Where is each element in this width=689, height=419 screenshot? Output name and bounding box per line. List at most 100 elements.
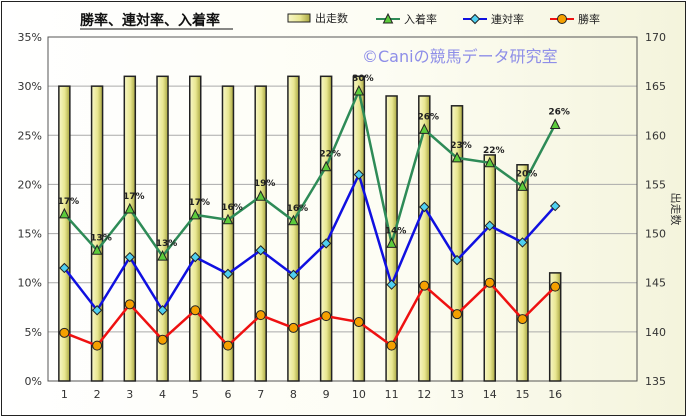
- y-right-tick-label: 135: [645, 375, 666, 388]
- marker-diamond: [549, 200, 561, 212]
- marker-diamond: [469, 13, 481, 25]
- marker-circle: [157, 334, 168, 345]
- marker-circle: [321, 311, 332, 322]
- legend: 出走数 入着率 連対率 勝率: [287, 11, 600, 26]
- data-label: 14%: [385, 226, 407, 236]
- marker-diamond: [386, 279, 397, 290]
- marker-circle: [288, 322, 299, 333]
- y-left-tick-label: 25%: [18, 129, 42, 142]
- y-right-tick-label: 145: [645, 277, 666, 290]
- y-left-tick-label: 5%: [25, 326, 42, 339]
- marker-triangle: [484, 156, 496, 168]
- marker-circle: [59, 327, 70, 338]
- marker-triangle: [451, 151, 463, 163]
- y-right-tick-label: 155: [645, 178, 666, 191]
- legend-label: 入着率: [404, 12, 437, 26]
- data-label: 30%: [352, 74, 374, 84]
- data-label: 17%: [188, 198, 210, 208]
- marker-diamond: [484, 220, 495, 231]
- data-label: 26%: [418, 112, 440, 122]
- bar: [254, 85, 267, 382]
- x-tick-label: 15: [515, 388, 529, 401]
- bar: [483, 154, 496, 382]
- right-axis-label: 出走数: [669, 193, 683, 226]
- legend-label: 連対率: [491, 12, 524, 26]
- series-line: [63, 280, 557, 348]
- bar: [123, 75, 137, 382]
- marker-circle: [550, 281, 561, 292]
- marker-triangle: [382, 12, 394, 24]
- bar: [352, 75, 366, 382]
- data-label: 20%: [516, 169, 538, 179]
- marker-circle: [557, 14, 567, 24]
- data-label: 16%: [287, 204, 309, 214]
- marker-triangle: [418, 123, 430, 134]
- marker-diamond: [419, 201, 430, 213]
- x-tick-label: 7: [257, 388, 264, 401]
- marker-circle: [484, 277, 495, 288]
- y-right-tick-label: 140: [645, 326, 666, 339]
- legend-label: 勝率: [578, 12, 600, 26]
- data-label: 13%: [90, 233, 112, 243]
- marker-circle: [353, 317, 364, 328]
- marker-triangle: [157, 250, 168, 261]
- axes: 0%5%10%15%20%25%30%35%135140145150155160…: [18, 31, 666, 401]
- data-labels: 17% 13% 17% 13% 17% 16% 19% 16% 22% 30% 14% 26% 23% 2…: [58, 74, 570, 249]
- marker-circle: [517, 314, 528, 325]
- marker-triangle: [124, 202, 136, 214]
- line-series: [59, 84, 561, 351]
- data-label: 22%: [319, 150, 341, 160]
- bar: [516, 164, 529, 382]
- marker-circle: [452, 309, 463, 320]
- marker-diamond: [517, 237, 528, 248]
- data-label: 23%: [450, 141, 472, 151]
- marker-circle: [222, 340, 233, 351]
- data-label: 22%: [483, 146, 505, 156]
- bar: [58, 85, 71, 382]
- y-right-tick-label: 170: [645, 31, 666, 44]
- x-tick-label: 3: [126, 388, 133, 401]
- bar: [319, 75, 333, 382]
- y-right-tick-label: 160: [645, 129, 666, 142]
- series-line: [63, 171, 557, 313]
- y-left-tick-label: 10%: [18, 277, 42, 290]
- data-label: 26%: [548, 107, 570, 117]
- bar: [156, 75, 169, 382]
- marker-circle: [124, 299, 135, 310]
- marker-triangle: [386, 237, 397, 248]
- x-tick-label: 16: [548, 388, 562, 401]
- chart-title: 勝率、連対率、入着率: [80, 12, 220, 29]
- x-tick-label: 6: [224, 388, 231, 401]
- marker-triangle: [517, 180, 528, 191]
- y-right-tick-label: 150: [645, 228, 666, 241]
- legend-label: 出走数: [315, 11, 348, 25]
- marker-triangle: [222, 213, 234, 225]
- data-label: 17%: [58, 197, 80, 207]
- marker-circle: [190, 305, 201, 316]
- x-tick-label: 13: [450, 388, 464, 401]
- marker-diamond: [91, 305, 103, 316]
- x-tick-label: 8: [290, 388, 297, 401]
- marker-diamond: [288, 269, 299, 281]
- marker-circle: [255, 310, 266, 321]
- bar: [418, 95, 431, 382]
- marker-diamond: [353, 169, 365, 180]
- data-label: 19%: [254, 179, 276, 189]
- marker-diamond: [59, 262, 70, 274]
- x-tick-label: 14: [483, 388, 497, 401]
- marker-diamond: [320, 238, 332, 249]
- marker-diamond: [222, 268, 234, 280]
- y-left-tick-label: 20%: [18, 178, 42, 191]
- x-tick-label: 4: [159, 388, 166, 401]
- bar: [189, 75, 202, 382]
- y-left-tick-label: 0%: [25, 375, 42, 388]
- marker-diamond: [190, 251, 201, 263]
- y-left-tick-label: 35%: [18, 31, 42, 44]
- marker-diamond: [157, 305, 168, 316]
- marker-triangle: [59, 207, 70, 219]
- marker-triangle: [549, 118, 561, 129]
- marker-triangle: [320, 160, 332, 172]
- marker-triangle: [189, 208, 201, 220]
- marker-triangle: [91, 244, 103, 255]
- marker-circle: [386, 340, 397, 351]
